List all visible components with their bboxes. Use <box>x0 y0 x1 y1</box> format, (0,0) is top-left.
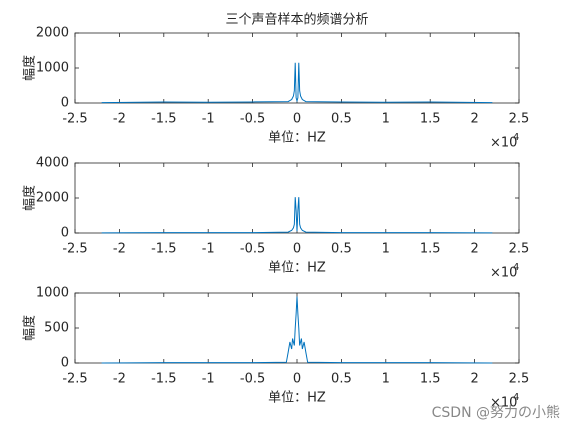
x-tick-label: -2 <box>113 112 126 127</box>
x-tick-label: 0.5 <box>331 242 352 257</box>
x-tick-label: 0 <box>293 112 301 127</box>
x-tick-label: 2.5 <box>509 242 530 257</box>
y-tick-label: 0 <box>61 96 69 111</box>
x-tick-label: -2.5 <box>62 242 87 257</box>
y-tick-label: 2000 <box>36 26 69 41</box>
x-tick-label: -1 <box>202 112 215 127</box>
x-tick-label: -1 <box>202 242 215 257</box>
y-tick-label: 2000 <box>36 191 69 206</box>
y-axis-label: 幅度 <box>22 55 38 81</box>
x-multiplier-power: 4 <box>513 132 519 143</box>
x-tick-label: 1 <box>382 372 390 387</box>
chart-title: 三个声音样本的频谱分析 <box>225 12 368 28</box>
x-tick-label: 1 <box>382 112 390 127</box>
x-tick-label: 1.5 <box>420 242 441 257</box>
x-tick-label: 0.5 <box>331 372 352 387</box>
x-tick-label: 0 <box>293 242 301 257</box>
x-tick-label: -1.5 <box>151 112 176 127</box>
axes-box <box>74 32 520 104</box>
y-tick-label: 1000 <box>36 286 69 301</box>
x-tick-label: -0.5 <box>240 242 265 257</box>
x-tick-label: 2 <box>470 112 478 127</box>
x-multiplier-power: 4 <box>513 262 519 273</box>
x-multiplier-power: 4 <box>513 392 519 403</box>
x-multiplier: ×10 <box>490 136 517 151</box>
spectrum-line <box>101 197 493 234</box>
x-tick-label: 1 <box>382 242 390 257</box>
x-tick-label: -2 <box>113 242 126 257</box>
x-tick-label: 2.5 <box>509 372 530 387</box>
x-tick-label: -0.5 <box>240 372 265 387</box>
spectrum-line <box>101 62 493 104</box>
x-tick-label: -2.5 <box>62 112 87 127</box>
x-tick-label: -1.5 <box>151 242 176 257</box>
x-tick-label: -1.5 <box>151 372 176 387</box>
y-tick-label: 1000 <box>36 61 69 76</box>
x-tick-label: 2.5 <box>509 112 530 127</box>
spectrum-line <box>101 296 493 364</box>
x-tick-label: -0.5 <box>240 112 265 127</box>
y-tick-label: 500 <box>44 321 69 336</box>
x-tick-label: -1 <box>202 372 215 387</box>
y-tick-label: 0 <box>61 226 69 241</box>
x-tick-label: 0 <box>293 372 301 387</box>
x-tick-label: 1.5 <box>420 372 441 387</box>
x-tick-label: -2.5 <box>62 372 87 387</box>
x-tick-label: 1.5 <box>420 112 441 127</box>
y-tick-label: 0 <box>61 356 69 371</box>
x-axis-label: 单位：HZ <box>268 261 326 276</box>
x-multiplier: ×10 <box>490 396 517 411</box>
x-tick-label: -2 <box>113 372 126 387</box>
watermark: CSDN @努力の小熊 <box>432 405 560 421</box>
x-axis-label: 单位：HZ <box>268 391 326 406</box>
x-tick-label: 2 <box>470 242 478 257</box>
y-axis-label: 幅度 <box>22 185 38 211</box>
x-axis-label: 单位：HZ <box>268 131 326 146</box>
x-tick-label: 2 <box>470 372 478 387</box>
y-tick-label: 4000 <box>36 156 69 171</box>
x-multiplier: ×10 <box>490 266 517 281</box>
y-axis-label: 幅度 <box>22 315 38 341</box>
x-tick-label: 0.5 <box>331 112 352 127</box>
